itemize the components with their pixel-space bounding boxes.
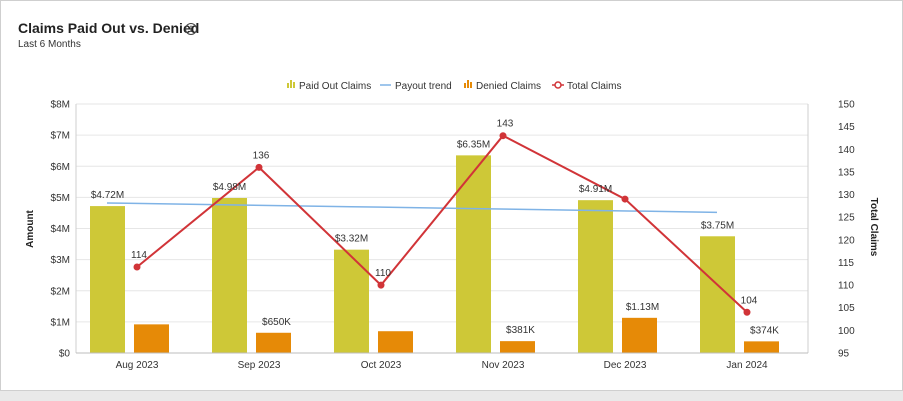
- axes: $0 $1M $2M $3M $4M $5M $6M $7M $8M 95 100 105 110 115…: [25, 100, 879, 372]
- x-tick-label: Nov 2023: [482, 360, 525, 371]
- legend-bar-icon: [290, 80, 292, 88]
- legend-bar-icon: [470, 82, 472, 88]
- total-claims-point: [743, 308, 751, 316]
- y2-tick-label: 130: [838, 190, 855, 201]
- y-tick-label: $7M: [51, 131, 70, 142]
- y-tick-label: $8M: [51, 100, 70, 111]
- paid-bar: [334, 249, 369, 353]
- total-data-label: 114: [131, 250, 147, 261]
- chart-legend: Paid Out Claims Payout trend Denied Claims…: [287, 80, 621, 92]
- y2-axis-title: Total Claims: [868, 198, 879, 257]
- y-tick-label: $2M: [51, 286, 70, 297]
- paid-data-label: $3.75M: [701, 220, 734, 231]
- chart-subtitle: Last 6 Months: [18, 39, 81, 50]
- total-claims-point: [133, 263, 141, 271]
- x-tick-label: Aug 2023: [116, 360, 159, 371]
- y2-tick-label: 95: [838, 349, 850, 360]
- payout-trend-line: [106, 202, 718, 214]
- paid-data-label: $3.32M: [335, 234, 368, 245]
- bar-series: [90, 155, 779, 353]
- legend-marker-icon: [554, 81, 562, 89]
- paid-data-label: $4.72M: [91, 190, 124, 201]
- total-claims-point: [499, 132, 507, 140]
- y-tick-label: $3M: [51, 255, 70, 266]
- y2-tick-label: 110: [838, 281, 854, 292]
- denied-data-label: $381K: [506, 325, 535, 336]
- y-tick-label: $1M: [51, 317, 70, 328]
- legend-bar-icon: [467, 80, 469, 88]
- legend-label: Denied Claims: [476, 81, 541, 92]
- denied-data-label: $374K: [750, 325, 779, 336]
- legend-label: Payout trend: [395, 81, 452, 92]
- y-axis-title: Amount: [25, 209, 36, 247]
- line-series: [106, 132, 751, 316]
- y2-tick-label: 120: [838, 235, 855, 246]
- paid-bar: [456, 155, 491, 353]
- total-data-label: 136: [253, 150, 270, 161]
- chart-title: Claims Paid Out vs. Denied: [18, 20, 200, 36]
- y-tick-label: $5M: [51, 193, 70, 204]
- denied-bar: [500, 341, 535, 353]
- legend-label: Paid Out Claims: [299, 81, 371, 92]
- paid-data-label: $6.35M: [457, 139, 490, 150]
- y-tick-label: $6M: [51, 162, 70, 173]
- denied-bar: [134, 324, 169, 353]
- y2-tick-label: 145: [838, 122, 855, 133]
- y2-tick-label: 125: [838, 213, 855, 224]
- data-labels: $4.72M $4.98M $650K $3.32M $6.35M $381K $4.91M…: [91, 119, 779, 337]
- total-claims-point: [621, 195, 629, 203]
- paid-bar: [700, 236, 735, 353]
- total-data-label: 110: [375, 268, 391, 279]
- legend-bar-icon: [287, 83, 289, 88]
- denied-data-label: $650K: [262, 317, 291, 328]
- total-data-label: 143: [497, 119, 514, 130]
- paid-bar: [90, 206, 125, 353]
- total-claims-point: [255, 163, 263, 171]
- x-tick-label: Sep 2023: [238, 360, 281, 371]
- grid-lines: [76, 103, 808, 354]
- y2-tick-label: 100: [838, 326, 855, 337]
- denied-data-label: $1.13M: [626, 302, 659, 313]
- x-tick-label: Oct 2023: [361, 360, 402, 371]
- denied-bar: [744, 341, 779, 353]
- denied-bar: [378, 331, 413, 353]
- y-tick-label: $0: [59, 349, 71, 360]
- paid-bar: [578, 200, 613, 353]
- y2-tick-label: 135: [838, 167, 855, 178]
- total-claims-point: [377, 281, 385, 289]
- legend-bar-icon: [293, 82, 295, 88]
- y2-tick-label: 140: [838, 145, 855, 156]
- info-icon[interactable]: i: [185, 23, 197, 35]
- x-tick-label: Jan 2024: [726, 360, 768, 371]
- legend-label: Total Claims: [567, 81, 621, 92]
- paid-data-label: $4.98M: [213, 182, 246, 193]
- x-tick-label: Dec 2023: [604, 360, 647, 371]
- paid-bar: [212, 197, 247, 353]
- denied-bar: [622, 317, 657, 353]
- y2-tick-label: 105: [838, 303, 855, 314]
- denied-bar: [256, 332, 291, 353]
- y-tick-label: $4M: [51, 224, 70, 235]
- bottom-strip: [0, 391, 903, 401]
- total-data-label: 104: [741, 295, 758, 306]
- y2-tick-label: 150: [838, 100, 855, 111]
- legend-bar-icon: [464, 83, 466, 88]
- paid-data-label: $4.91M: [579, 184, 612, 195]
- y2-tick-label: 115: [838, 258, 854, 269]
- total-claims-line: [136, 134, 748, 313]
